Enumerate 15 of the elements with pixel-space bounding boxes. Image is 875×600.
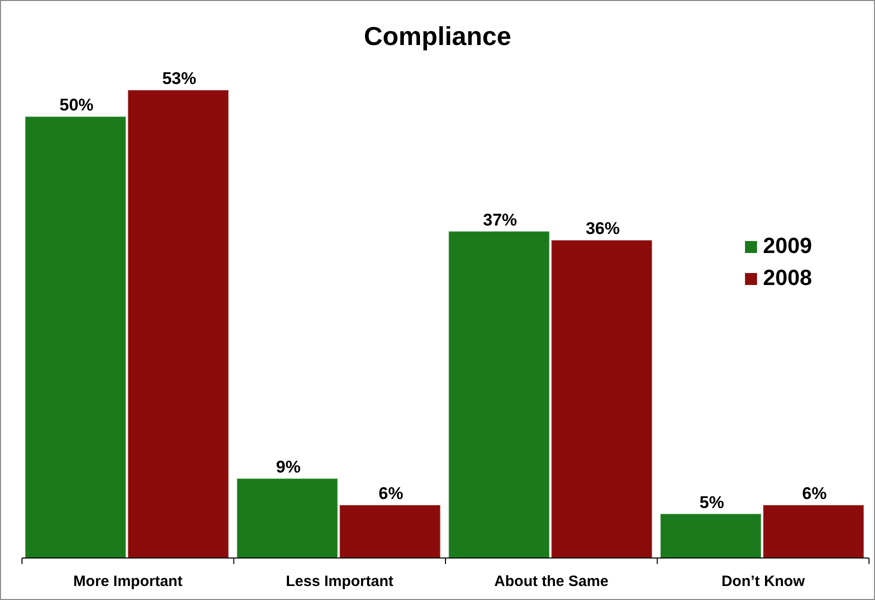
legend-label: 2008: [763, 265, 812, 290]
data-label: 6%: [802, 484, 827, 504]
data-label: 5%: [699, 492, 724, 512]
chart-title: Compliance: [364, 21, 512, 51]
data-label: 50%: [60, 96, 94, 115]
data-label: 37%: [483, 210, 518, 230]
x-tick-label: About the Same: [494, 573, 608, 590]
data-label: 6%: [378, 484, 404, 504]
data-label: 9%: [276, 458, 301, 477]
x-tick-label: More Important: [73, 573, 182, 590]
data-label: 53%: [162, 69, 196, 88]
legend-label: 2009: [763, 233, 812, 258]
data-label: 36%: [586, 219, 620, 238]
x-tick-label: Don’t Know: [721, 573, 806, 590]
x-tick-label: Less Important: [286, 573, 394, 590]
